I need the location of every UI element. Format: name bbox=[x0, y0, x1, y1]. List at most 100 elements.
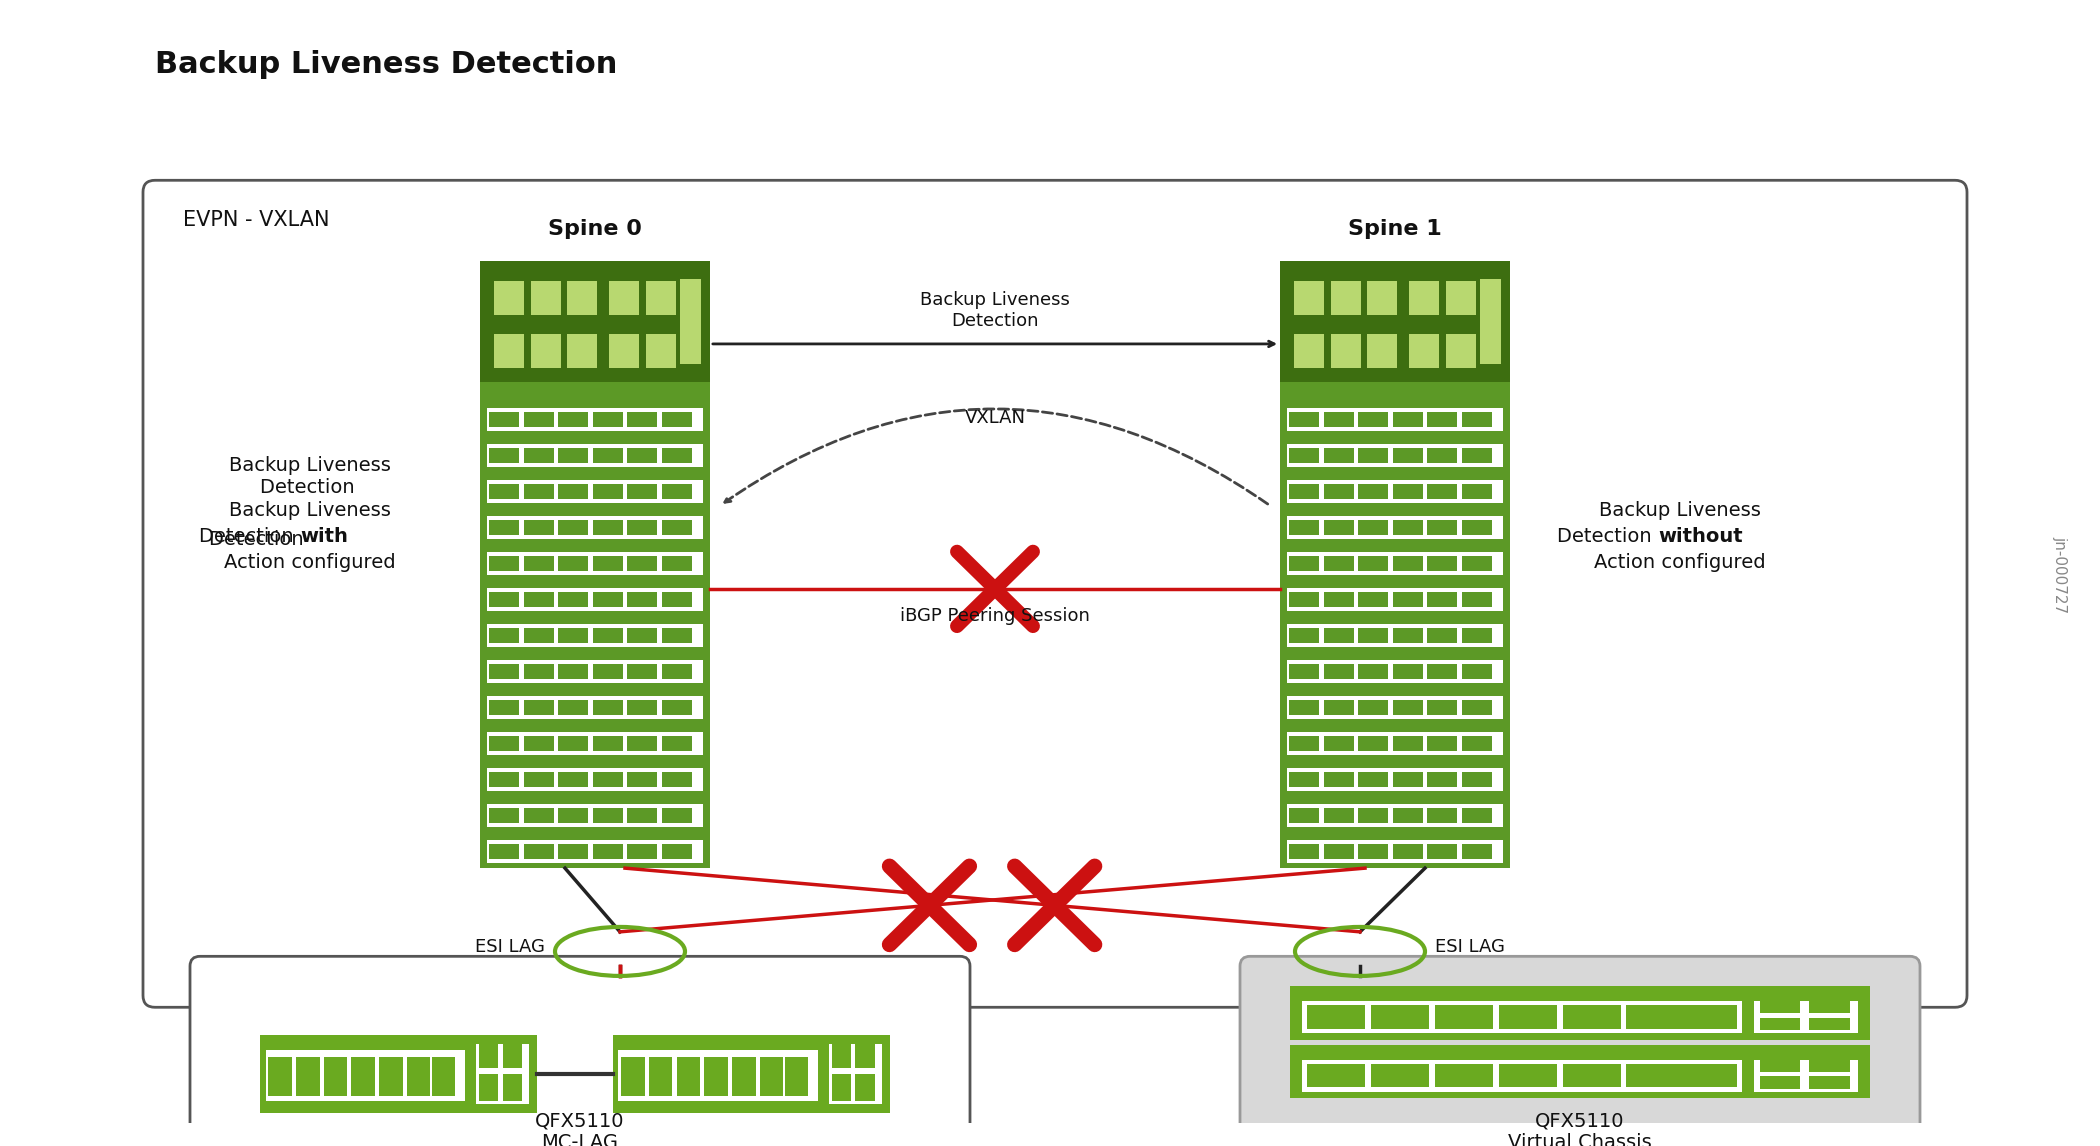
FancyBboxPatch shape bbox=[1392, 448, 1422, 463]
FancyBboxPatch shape bbox=[1392, 592, 1422, 607]
FancyBboxPatch shape bbox=[1392, 556, 1422, 571]
FancyBboxPatch shape bbox=[489, 520, 519, 535]
FancyBboxPatch shape bbox=[1428, 556, 1457, 571]
FancyBboxPatch shape bbox=[1289, 448, 1319, 463]
FancyBboxPatch shape bbox=[1625, 1005, 1684, 1029]
FancyBboxPatch shape bbox=[1289, 413, 1319, 427]
FancyBboxPatch shape bbox=[1359, 448, 1388, 463]
FancyBboxPatch shape bbox=[489, 808, 519, 823]
FancyBboxPatch shape bbox=[523, 772, 554, 787]
FancyBboxPatch shape bbox=[1323, 556, 1354, 571]
FancyBboxPatch shape bbox=[487, 408, 704, 431]
FancyBboxPatch shape bbox=[1754, 1000, 1858, 1034]
FancyBboxPatch shape bbox=[489, 736, 519, 751]
FancyBboxPatch shape bbox=[662, 413, 691, 427]
FancyBboxPatch shape bbox=[1760, 1076, 1800, 1089]
FancyBboxPatch shape bbox=[1445, 281, 1476, 315]
FancyBboxPatch shape bbox=[559, 448, 588, 463]
Text: Action configured: Action configured bbox=[1594, 552, 1766, 572]
FancyBboxPatch shape bbox=[613, 1035, 890, 1113]
FancyBboxPatch shape bbox=[662, 556, 691, 571]
FancyBboxPatch shape bbox=[351, 1057, 376, 1096]
FancyBboxPatch shape bbox=[1359, 843, 1388, 860]
FancyBboxPatch shape bbox=[1287, 660, 1504, 683]
FancyBboxPatch shape bbox=[1323, 413, 1354, 427]
FancyBboxPatch shape bbox=[628, 843, 657, 860]
FancyBboxPatch shape bbox=[832, 1041, 850, 1068]
FancyBboxPatch shape bbox=[1392, 700, 1422, 715]
FancyBboxPatch shape bbox=[407, 1057, 430, 1096]
FancyBboxPatch shape bbox=[1287, 408, 1504, 431]
FancyBboxPatch shape bbox=[1392, 520, 1422, 535]
FancyBboxPatch shape bbox=[1428, 628, 1457, 643]
FancyBboxPatch shape bbox=[676, 1057, 699, 1096]
FancyBboxPatch shape bbox=[592, 772, 622, 787]
FancyBboxPatch shape bbox=[628, 808, 657, 823]
FancyBboxPatch shape bbox=[617, 1051, 817, 1101]
FancyBboxPatch shape bbox=[1289, 520, 1319, 535]
Text: EVPN - VXLAN: EVPN - VXLAN bbox=[183, 210, 330, 229]
FancyBboxPatch shape bbox=[1392, 484, 1422, 500]
FancyBboxPatch shape bbox=[592, 592, 622, 607]
FancyBboxPatch shape bbox=[832, 1074, 850, 1101]
FancyBboxPatch shape bbox=[1287, 769, 1504, 791]
FancyBboxPatch shape bbox=[628, 664, 657, 680]
FancyBboxPatch shape bbox=[523, 628, 554, 643]
FancyBboxPatch shape bbox=[1678, 1005, 1737, 1029]
Text: Backup Liveness: Backup Liveness bbox=[1598, 501, 1762, 520]
Text: Backup Liveness
Detection: Backup Liveness Detection bbox=[920, 291, 1069, 330]
FancyBboxPatch shape bbox=[1289, 843, 1319, 860]
FancyBboxPatch shape bbox=[1562, 1065, 1621, 1088]
Text: VXLAN: VXLAN bbox=[964, 409, 1025, 427]
FancyBboxPatch shape bbox=[1808, 1060, 1850, 1072]
FancyBboxPatch shape bbox=[487, 625, 704, 646]
FancyBboxPatch shape bbox=[628, 448, 657, 463]
FancyBboxPatch shape bbox=[645, 333, 676, 368]
FancyBboxPatch shape bbox=[1625, 1065, 1684, 1088]
FancyBboxPatch shape bbox=[523, 808, 554, 823]
FancyBboxPatch shape bbox=[523, 484, 554, 500]
FancyBboxPatch shape bbox=[523, 413, 554, 427]
FancyBboxPatch shape bbox=[1392, 843, 1422, 860]
FancyBboxPatch shape bbox=[487, 445, 704, 466]
FancyBboxPatch shape bbox=[1428, 664, 1457, 680]
FancyBboxPatch shape bbox=[628, 484, 657, 500]
FancyBboxPatch shape bbox=[1428, 772, 1457, 787]
FancyBboxPatch shape bbox=[1289, 986, 1869, 1039]
FancyBboxPatch shape bbox=[489, 772, 519, 787]
FancyBboxPatch shape bbox=[592, 628, 622, 643]
FancyBboxPatch shape bbox=[1287, 804, 1504, 826]
FancyBboxPatch shape bbox=[592, 700, 622, 715]
FancyBboxPatch shape bbox=[628, 592, 657, 607]
FancyBboxPatch shape bbox=[1367, 333, 1397, 368]
Text: Detection: Detection bbox=[1556, 527, 1659, 547]
FancyBboxPatch shape bbox=[1289, 808, 1319, 823]
FancyBboxPatch shape bbox=[592, 413, 622, 427]
FancyBboxPatch shape bbox=[1323, 520, 1354, 535]
FancyBboxPatch shape bbox=[489, 664, 519, 680]
FancyBboxPatch shape bbox=[592, 736, 622, 751]
FancyBboxPatch shape bbox=[489, 843, 519, 860]
FancyBboxPatch shape bbox=[523, 556, 554, 571]
FancyBboxPatch shape bbox=[559, 700, 588, 715]
FancyBboxPatch shape bbox=[1331, 281, 1361, 315]
FancyBboxPatch shape bbox=[1480, 278, 1502, 364]
FancyBboxPatch shape bbox=[1760, 1018, 1800, 1030]
FancyBboxPatch shape bbox=[487, 480, 704, 503]
FancyBboxPatch shape bbox=[487, 588, 704, 611]
FancyBboxPatch shape bbox=[1462, 413, 1491, 427]
FancyBboxPatch shape bbox=[1287, 840, 1504, 863]
FancyBboxPatch shape bbox=[502, 1074, 523, 1101]
FancyBboxPatch shape bbox=[628, 628, 657, 643]
FancyBboxPatch shape bbox=[559, 808, 588, 823]
FancyBboxPatch shape bbox=[1359, 520, 1388, 535]
FancyBboxPatch shape bbox=[494, 281, 523, 315]
FancyBboxPatch shape bbox=[559, 843, 588, 860]
FancyBboxPatch shape bbox=[1562, 1005, 1621, 1029]
FancyBboxPatch shape bbox=[1428, 592, 1457, 607]
FancyBboxPatch shape bbox=[1462, 628, 1491, 643]
FancyBboxPatch shape bbox=[1359, 700, 1388, 715]
FancyBboxPatch shape bbox=[1323, 736, 1354, 751]
FancyBboxPatch shape bbox=[487, 517, 704, 539]
FancyBboxPatch shape bbox=[1323, 628, 1354, 643]
